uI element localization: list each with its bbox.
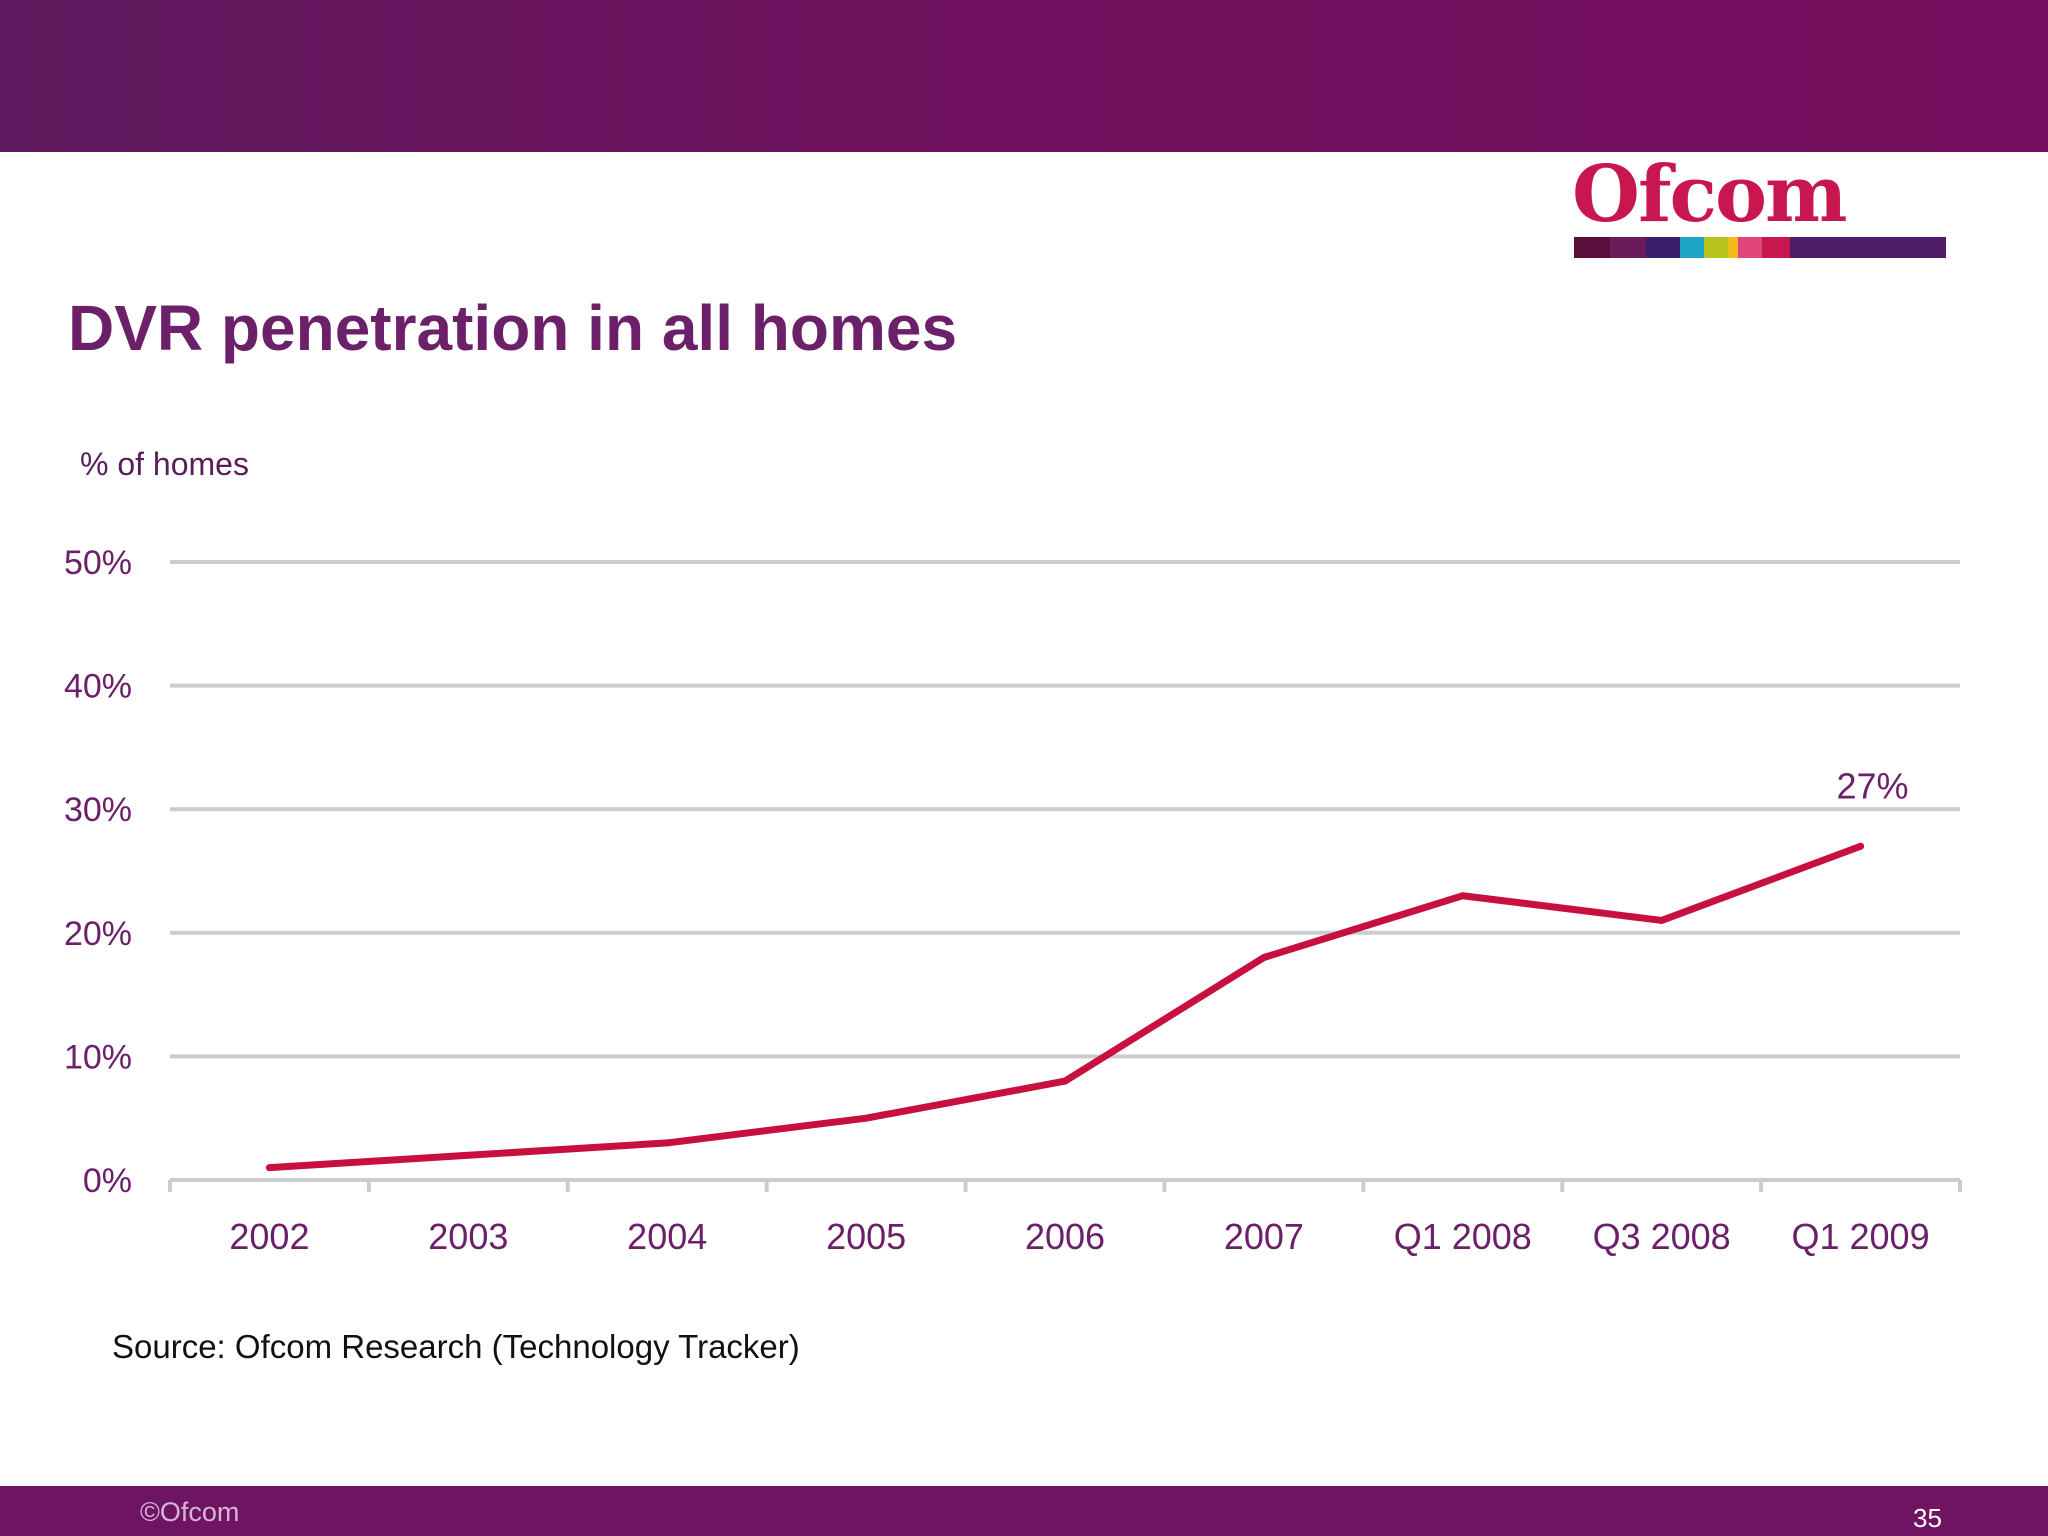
x-tick-label: 2007 [1224,1216,1304,1257]
page-title: DVR penetration in all homes [68,292,958,364]
logo-wordmark: Ofcom [1572,149,1848,240]
y-tick-label: 50% [64,544,132,582]
header-banner [0,0,2048,152]
y-axis-unit-label: % of homes [80,446,249,482]
logo-color-segment [1680,237,1704,258]
page-number: 35 [1913,1503,1942,1533]
data-label: 27% [1837,765,1909,806]
x-tick-label: Q1 2009 [1791,1216,1929,1257]
x-tick-label: Q1 2008 [1394,1216,1532,1257]
footer-banner [0,1486,2048,1536]
data-point [1459,892,1467,900]
logo-color-segment [1738,237,1762,258]
data-point [1857,842,1865,850]
x-tick-label: Q3 2008 [1593,1216,1731,1257]
data-point [1658,916,1666,924]
series-line [265,842,1865,1172]
data-point [663,1139,671,1147]
logo-color-segment [1610,237,1646,258]
data-point [1061,1077,1069,1085]
y-tick-label: 0% [83,1162,132,1200]
data-point [265,1164,273,1172]
line-chart: 0% 10% 20% 30% 40% 50% 2002 2003 2004 2005 2006 200… [64,544,1962,1257]
logo-color-segment [1860,237,1946,258]
copyright-text: ©Ofcom [140,1497,240,1527]
logo-color-segment [1646,237,1680,258]
logo-color-segment [1574,237,1610,258]
x-tick-label: 2004 [627,1216,707,1257]
logo-color-segment [1762,237,1790,258]
logo-color-segment [1704,237,1728,258]
data-point [464,1151,472,1159]
y-tick-label: 40% [64,668,132,706]
y-tick-label: 30% [64,791,132,829]
data-point [862,1114,870,1122]
logo-color-bar [1574,237,1946,258]
source-note: Source: Ofcom Research (Technology Track… [112,1328,800,1365]
y-tick-label: 10% [64,1038,132,1076]
x-tick-label: 2005 [826,1216,906,1257]
data-point [1260,954,1268,962]
ofcom-logo: Ofcom [1572,156,1946,262]
x-tick-label: 2002 [229,1216,309,1257]
x-tick-label: 2006 [1025,1216,1105,1257]
logo-color-segment [1790,237,1860,258]
x-tick-label: 2003 [428,1216,508,1257]
y-tick-label: 20% [64,915,132,953]
logo-color-segment [1728,237,1738,258]
